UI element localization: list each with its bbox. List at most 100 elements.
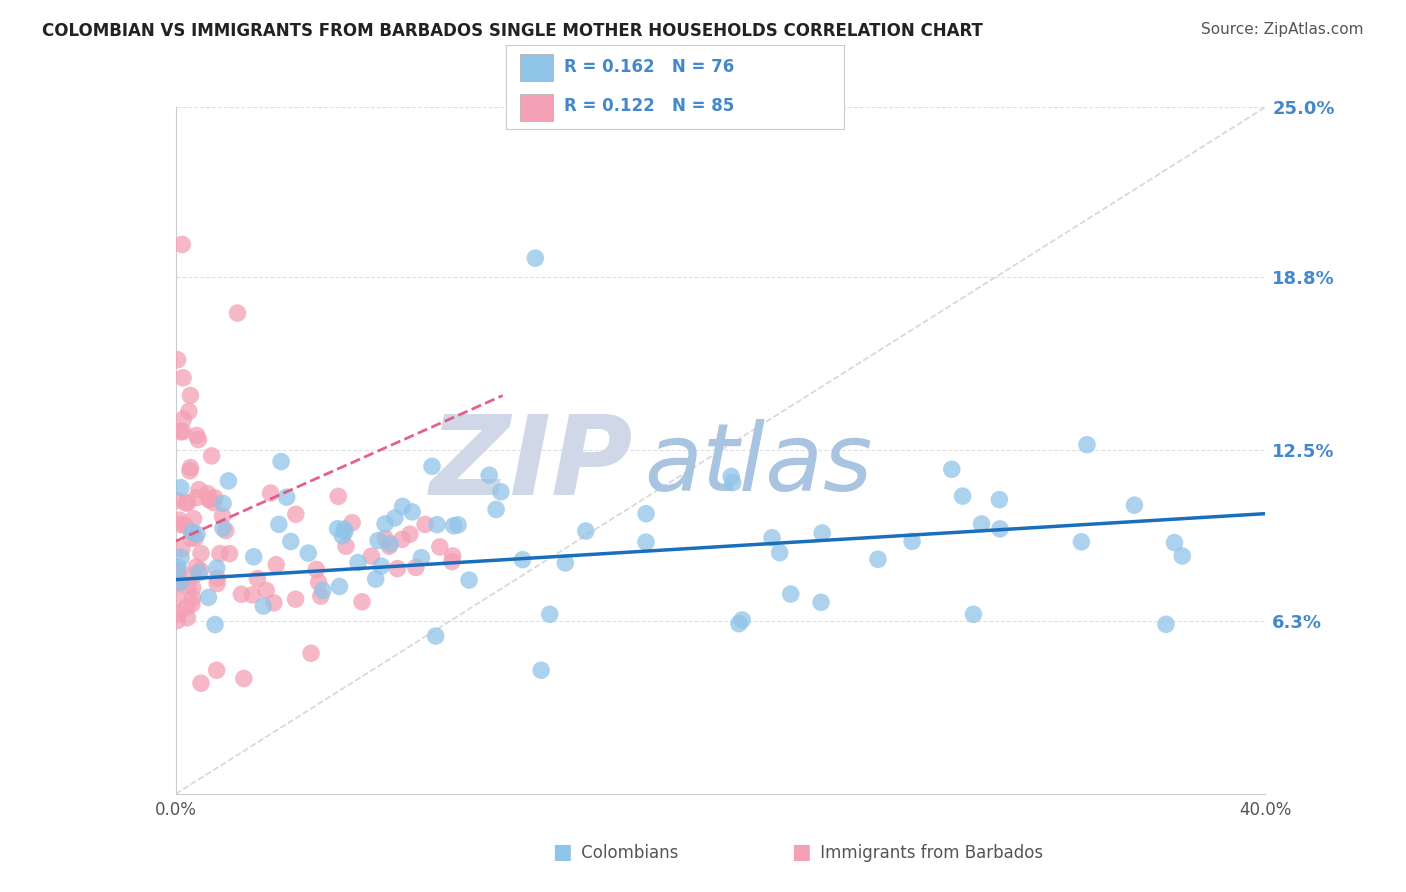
Point <box>721 475 744 490</box>
Point <box>231 587 253 601</box>
Point <box>988 492 1011 507</box>
Point <box>170 550 193 565</box>
Point <box>190 676 212 690</box>
Point <box>374 531 396 545</box>
Point <box>167 607 190 621</box>
Point <box>309 589 332 603</box>
Point <box>524 251 547 265</box>
Point <box>728 616 751 631</box>
Point <box>267 517 290 532</box>
Point <box>447 517 470 532</box>
Point <box>270 454 292 468</box>
Point <box>172 237 194 252</box>
Point <box>347 556 370 570</box>
Point <box>180 460 202 475</box>
Text: COLOMBIAN VS IMMIGRANTS FROM BARBADOS SINGLE MOTHER HOUSEHOLDS CORRELATION CHART: COLOMBIAN VS IMMIGRANTS FROM BARBADOS SI… <box>42 22 983 40</box>
Point <box>172 425 194 439</box>
Point <box>1163 535 1185 549</box>
Point <box>205 663 228 677</box>
Point <box>530 663 553 677</box>
Point <box>246 572 269 586</box>
Point <box>811 526 834 541</box>
Point <box>198 492 221 507</box>
Point <box>962 607 984 622</box>
Point <box>215 524 238 538</box>
Point <box>183 512 205 526</box>
Point <box>167 560 190 574</box>
Point <box>169 574 191 588</box>
Point <box>761 531 783 545</box>
Point <box>333 524 356 539</box>
Point <box>169 425 191 439</box>
Point <box>284 507 307 521</box>
Point <box>1070 534 1092 549</box>
Point <box>485 502 508 516</box>
Point <box>169 513 191 527</box>
Point <box>190 546 212 560</box>
FancyBboxPatch shape <box>520 54 554 81</box>
Point <box>1171 549 1194 563</box>
Point <box>328 489 350 503</box>
Point <box>489 484 512 499</box>
Point <box>333 522 356 536</box>
Point <box>720 469 742 483</box>
Point <box>179 464 201 478</box>
Point <box>370 559 392 574</box>
Point <box>411 550 433 565</box>
Point <box>252 599 274 613</box>
Text: Immigrants from Barbados: Immigrants from Barbados <box>815 844 1043 862</box>
Point <box>242 549 264 564</box>
Point <box>391 500 413 514</box>
Text: R = 0.122   N = 85: R = 0.122 N = 85 <box>564 96 734 114</box>
Point <box>254 583 277 598</box>
Point <box>186 560 208 574</box>
Point <box>207 571 229 585</box>
Text: Source: ZipAtlas.com: Source: ZipAtlas.com <box>1201 22 1364 37</box>
Point <box>399 527 422 541</box>
Point <box>340 516 363 530</box>
Point <box>264 558 287 572</box>
Point <box>167 565 190 579</box>
Point <box>174 496 197 510</box>
Point <box>232 672 254 686</box>
Text: atlas: atlas <box>644 418 873 509</box>
Point <box>202 495 225 509</box>
Point <box>176 496 198 510</box>
Point <box>441 549 464 563</box>
Point <box>170 542 193 557</box>
Point <box>405 560 427 574</box>
Point <box>952 489 974 503</box>
Point <box>554 556 576 570</box>
Point <box>335 539 357 553</box>
Point <box>297 546 319 560</box>
Point <box>200 449 222 463</box>
Point <box>1076 438 1098 452</box>
Point <box>188 483 211 497</box>
Point <box>378 539 401 553</box>
Point <box>181 568 204 582</box>
Point <box>478 468 501 483</box>
Point <box>218 547 240 561</box>
Point <box>212 521 235 535</box>
Point <box>205 576 228 591</box>
Point <box>174 518 197 533</box>
Point <box>332 529 354 543</box>
Point <box>181 524 204 539</box>
Point <box>941 462 963 476</box>
FancyBboxPatch shape <box>520 94 554 120</box>
Point <box>166 576 188 591</box>
Text: ZIP: ZIP <box>430 410 633 517</box>
Text: R = 0.162   N = 76: R = 0.162 N = 76 <box>564 59 734 77</box>
Point <box>186 527 208 541</box>
Point <box>512 552 534 566</box>
Point <box>211 509 233 524</box>
Point <box>378 537 401 551</box>
Point <box>186 491 208 505</box>
Point <box>312 583 335 598</box>
Point <box>212 496 235 510</box>
Point <box>420 459 443 474</box>
Point <box>387 562 409 576</box>
Point <box>190 564 212 578</box>
Point <box>769 546 792 560</box>
Point <box>970 516 993 531</box>
